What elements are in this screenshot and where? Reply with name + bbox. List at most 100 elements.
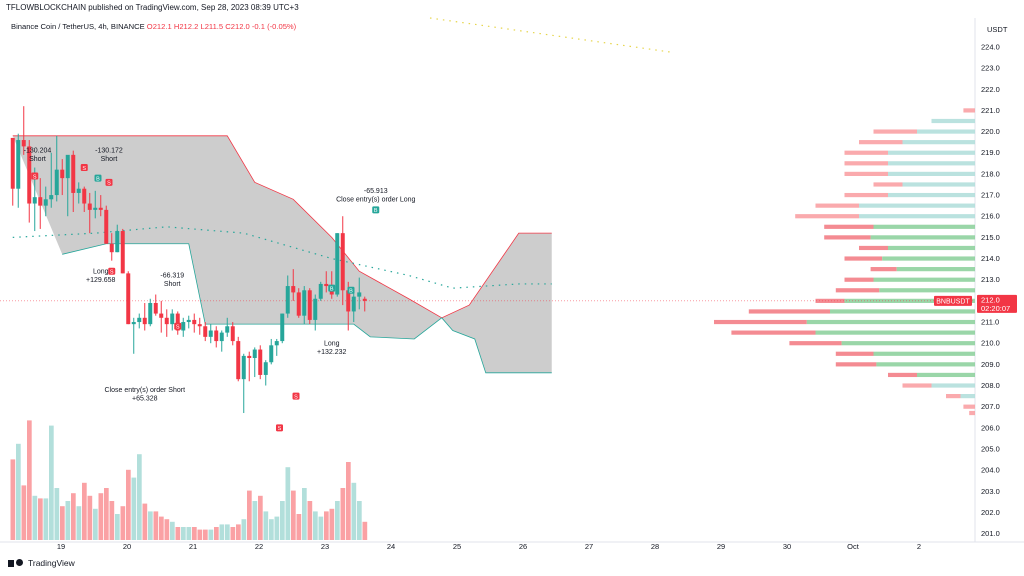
- trade-label-line: Long: [324, 340, 340, 347]
- candle-body: [197, 324, 202, 327]
- volume-bar: [126, 469, 131, 540]
- volume-bar: [27, 420, 32, 540]
- volume-bar: [307, 501, 313, 540]
- candle-body: [164, 317, 169, 325]
- candle-body: [241, 355, 246, 380]
- profile-bar-up: [815, 330, 975, 335]
- profile-bar-down: [902, 383, 932, 388]
- volume-bar: [340, 488, 346, 540]
- volume-bar: [175, 527, 181, 540]
- volume-bar: [280, 501, 285, 540]
- price-tick-label: 214.0: [981, 254, 1000, 263]
- candle-body: [318, 283, 323, 299]
- candle-body: [335, 233, 340, 295]
- profile-bar-down: [870, 267, 897, 272]
- trade-label-line: -130.204: [24, 148, 52, 155]
- symbol-tag: [934, 295, 972, 306]
- price-tick-label: 202.0: [981, 508, 1000, 517]
- signal-badge-text: S: [110, 270, 114, 276]
- time-axis: 19 20 21 22 23 24 25 26 27 28 29 30 Oct 2: [57, 542, 921, 551]
- candle-body: [159, 313, 164, 318]
- profile-bar-down: [835, 288, 880, 293]
- trade-label-line: Short: [164, 281, 181, 288]
- candle-body: [137, 317, 142, 323]
- candle-body: [54, 169, 59, 196]
- profile-bar-down: [748, 309, 830, 314]
- volume-bar: [104, 488, 109, 540]
- price-tick-label: 205.0: [981, 445, 1000, 454]
- last-price-tag: [977, 294, 1017, 313]
- volume-bar: [142, 503, 148, 540]
- volume-profile: [714, 108, 975, 416]
- candle-body: [27, 146, 32, 204]
- candle-body: [186, 319, 191, 323]
- signal-badge: [31, 172, 39, 180]
- trade-label: Long +129.658: [86, 268, 115, 284]
- candle-body: [313, 298, 318, 320]
- volume-bar: [318, 516, 324, 540]
- price-tick-label: 210.0: [981, 339, 1000, 348]
- profile-bar-up: [859, 203, 975, 208]
- candle-body: [60, 169, 65, 179]
- profile-bar-down: [873, 182, 903, 187]
- volume-bar: [302, 488, 307, 540]
- candle-body: [192, 319, 197, 325]
- profile-bar-down: [815, 298, 845, 303]
- profile-bar-up: [888, 161, 975, 166]
- volume-bar: [16, 443, 21, 540]
- volume-bar: [98, 493, 104, 540]
- volume-bar: [153, 511, 159, 540]
- candle-body: [82, 188, 87, 204]
- volume-bar: [329, 508, 335, 540]
- time-tick-label: 20: [123, 542, 131, 551]
- volume-bar: [43, 498, 49, 540]
- candle-body: [302, 290, 307, 316]
- candle-body: [296, 292, 301, 316]
- volume-bar: [362, 521, 368, 540]
- volume-bar: [357, 501, 362, 540]
- trade-label: Close entry(s) order Short +65.328: [104, 387, 185, 403]
- profile-bar-up: [960, 393, 975, 399]
- candle-body: [98, 207, 103, 210]
- signal-badge-text: S: [278, 426, 282, 432]
- price-tick-label: 211.0: [981, 318, 999, 327]
- profile-bar-down: [835, 351, 874, 356]
- candle-body: [115, 231, 120, 253]
- close-value: C212.0: [225, 22, 250, 31]
- profile-bar-down: [859, 245, 888, 251]
- profile-bar-down: [844, 192, 888, 198]
- volume-bar: [269, 519, 274, 540]
- profile-bar-down: [888, 372, 917, 378]
- time-tick-label: 25: [453, 542, 461, 551]
- profile-bar-down: [795, 214, 859, 219]
- profile-bar-down: [824, 235, 871, 240]
- candle-body: [346, 290, 351, 312]
- candle-body: [71, 154, 76, 193]
- profile-bar-up: [902, 140, 975, 145]
- candle-body: [21, 140, 26, 147]
- brand-name: TradingView: [28, 558, 75, 568]
- price-tick-label: 218.0: [981, 169, 1000, 178]
- profile-bar-up: [873, 224, 975, 229]
- trade-label-line: Long: [93, 268, 109, 275]
- volume-bar: [65, 501, 71, 540]
- volume-bar: [335, 501, 340, 540]
- trade-label-line: +65.328: [132, 395, 158, 402]
- profile-bar-down: [835, 362, 877, 367]
- profile-bar-up: [859, 214, 975, 219]
- profile-bar-up: [888, 150, 975, 155]
- volume-bar: [76, 506, 82, 540]
- profile-bar-down: [844, 161, 888, 166]
- candle-body: [340, 233, 345, 291]
- volume-bar: [203, 529, 208, 540]
- candle-body: [291, 286, 296, 293]
- trade-label-line: Short: [101, 156, 118, 163]
- volume-bar: [54, 488, 60, 540]
- signal-badge: [347, 286, 355, 294]
- candle-body: [104, 209, 109, 244]
- profile-bar-up: [917, 372, 975, 378]
- candle-body: [181, 322, 186, 331]
- symbol-name: Binance Coin / TetherUS, 4h, BINANCE: [11, 22, 145, 31]
